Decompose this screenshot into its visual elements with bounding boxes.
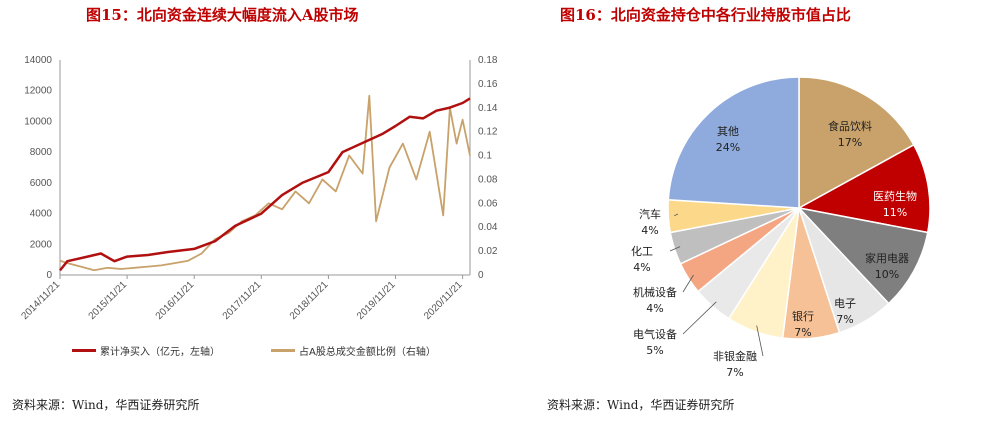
right-source-note: 资料来源：Wind，华西证券研究所 <box>547 398 735 412</box>
pie-leader-line <box>674 213 679 217</box>
legend-label-net-buy: 累计净买入（亿元，左轴） <box>100 347 220 358</box>
pie-leader-line <box>682 274 694 293</box>
y-left-tick-label: 2000 <box>30 239 53 250</box>
pie-slice-label: 机械设备 <box>633 285 677 299</box>
y-right-tick-label: 0.14 <box>478 103 498 114</box>
series-line-turnover-ratio <box>59 94 471 272</box>
pie-slice <box>798 76 915 210</box>
x-tick-label: 2019/11/21 <box>355 279 398 322</box>
pie-slice-label: 电子 <box>834 297 856 310</box>
pie-slice-label: 家用电器 <box>865 251 909 265</box>
pie-slice-value: 24% <box>716 141 740 154</box>
pie-slice-label: 银行 <box>792 309 814 323</box>
right-chart-title: 图16：北向资金持仓中各行业持股市值占比 <box>560 6 851 24</box>
y-left-tick-label: 6000 <box>30 178 53 189</box>
y-left-tick-label: 12000 <box>24 86 52 97</box>
y-right-tick-label: 0.04 <box>478 222 498 233</box>
pie-leader-line <box>682 301 717 335</box>
legend-label-turnover-ratio: 占A股总成交金额比例（右轴） <box>299 347 436 358</box>
x-tick-label: 2014/11/21 <box>19 279 62 322</box>
pie-leader-line <box>756 325 764 357</box>
pie-slice-value: 10% <box>875 268 899 281</box>
left-source-note: 资料来源：Wind，华西证券研究所 <box>12 398 200 412</box>
y-left-tick-label: 10000 <box>24 116 52 127</box>
legend-swatch-turnover-ratio <box>271 349 295 352</box>
y-right-tick-label: 0.12 <box>478 127 498 138</box>
pie-slice-label: 非银金融 <box>713 349 757 363</box>
pie-leader-line <box>669 246 681 252</box>
pie-slice-label: 医药生物 <box>873 189 917 203</box>
pie-slice-value: 7% <box>794 326 811 339</box>
y-right-tick-label: 0.1 <box>478 151 492 162</box>
pie-slice-value: 7% <box>726 366 743 379</box>
legend-swatch-net-buy <box>72 349 96 352</box>
x-tick-label: 2018/11/21 <box>288 279 331 322</box>
y-left-tick-label: 4000 <box>30 209 53 220</box>
x-tick-label: 2020/11/21 <box>422 279 465 322</box>
pie-slice <box>796 206 929 305</box>
pie-slice <box>796 143 931 234</box>
pie-slice-label: 电气设备 <box>633 327 677 341</box>
pie-slice-value: 4% <box>646 302 663 315</box>
y-right-tick-label: 0.18 <box>478 55 498 66</box>
pie-slice-label: 食品饮料 <box>828 119 872 133</box>
y-right-tick-label: 0 <box>478 270 484 281</box>
pie-slice-label: 汽车 <box>639 207 661 221</box>
pie-slice-value: 7% <box>836 313 853 326</box>
x-tick-label: 2015/11/21 <box>87 279 130 322</box>
x-tick-label: 2017/11/21 <box>221 279 264 322</box>
pie-slice-value: 4% <box>641 224 658 237</box>
pie-slice-value: 4% <box>633 261 650 274</box>
pie-slice-label: 化工 <box>631 244 653 258</box>
y-right-tick-label: 0.16 <box>478 79 498 90</box>
pie-slice-value: 17% <box>838 136 862 149</box>
y-right-tick-label: 0.02 <box>478 246 498 257</box>
left-chart-title: 图15：北向资金连续大幅度流入A股市场 <box>86 6 359 24</box>
series-line-net-buy <box>59 97 471 272</box>
x-tick-label: 2016/11/21 <box>154 279 197 322</box>
y-right-tick-label: 0.08 <box>478 174 498 185</box>
pie-slice-value: 11% <box>883 206 907 219</box>
pie-slice-label: 其他 <box>717 125 739 138</box>
pie-slice-value: 5% <box>646 344 663 357</box>
pie-slice <box>667 76 800 209</box>
y-left-tick-label: 8000 <box>30 147 53 158</box>
y-right-tick-label: 0.06 <box>478 198 498 209</box>
y-left-tick-label: 0 <box>46 270 52 281</box>
y-left-tick-label: 14000 <box>24 55 52 66</box>
